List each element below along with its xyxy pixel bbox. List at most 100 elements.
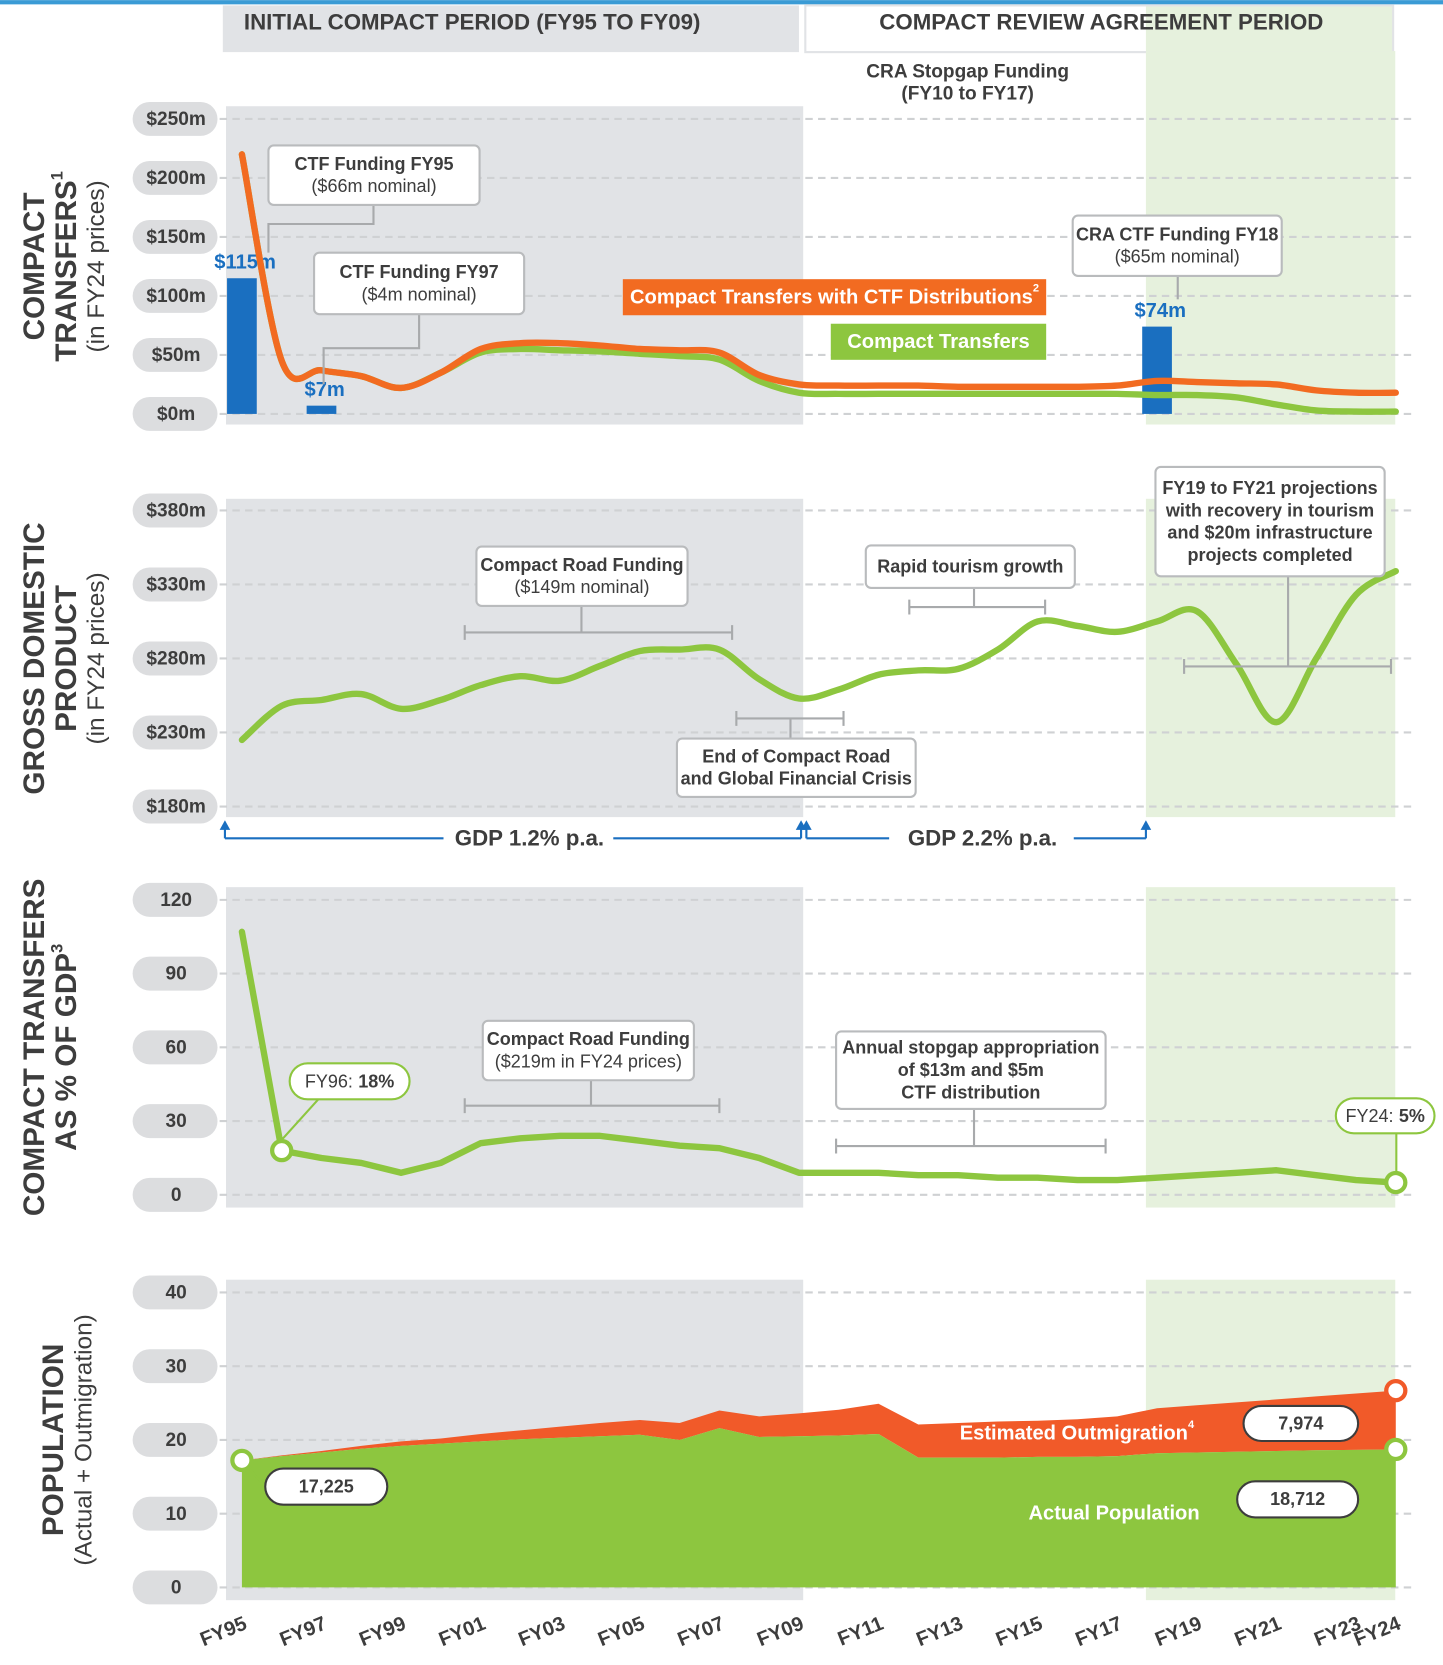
- legend-swatch: [622, 279, 1047, 316]
- x-tick-label: FY15: [993, 1613, 1046, 1651]
- callout-box: [1334, 1097, 1436, 1135]
- series-label-text: Estimated Outmigration: [960, 1423, 1188, 1445]
- y-axis-title-text: AS % OF GDP: [50, 953, 83, 1151]
- y-tick-pill: [132, 567, 218, 602]
- x-tick-label: FY09: [754, 1613, 807, 1651]
- period-band: [1145, 5, 1394, 53]
- y-tick-pill: [132, 1030, 218, 1065]
- annotation-text: and $20m infrastructure: [1167, 523, 1372, 543]
- annotation-box: [675, 737, 917, 799]
- value-label: 5%: [1399, 1106, 1425, 1126]
- period-frame: [804, 4, 1395, 54]
- callout-text: FY24: 5%: [1345, 1106, 1424, 1126]
- y-tick-label: 10: [166, 1504, 187, 1525]
- y-axis-title: TRANSFERS1: [49, 171, 83, 362]
- annotation-box: [313, 251, 526, 316]
- bracket: [908, 599, 1047, 615]
- growth-label: GDP 1.2% p.a.: [455, 825, 604, 850]
- annotation-text: End of Compact Road: [702, 746, 890, 766]
- x-tick-label: FY21: [1232, 1613, 1285, 1651]
- area: [241, 1428, 1396, 1588]
- value-label: 18%: [358, 1071, 394, 1091]
- bracket: [835, 1138, 1107, 1154]
- annotation-text: ($66m nominal): [311, 176, 436, 196]
- y-axis-subtitle: (in FY24 prices): [83, 572, 110, 744]
- period-title: COMPACT REVIEW AGREEMENT PERIOD: [879, 9, 1323, 34]
- annotation-box: [481, 1019, 695, 1082]
- y-tick-label: $250m: [146, 109, 205, 130]
- area: [241, 1390, 1396, 1461]
- y-tick-pill: [132, 1496, 218, 1531]
- y-tick-label: 0: [171, 1578, 182, 1599]
- y-tick-pill: [132, 101, 218, 136]
- y-tick-label: $330m: [146, 575, 205, 596]
- line: [238, 928, 1399, 1186]
- phase-title: (FY10 to FY17): [901, 84, 1034, 105]
- series-label: Actual Population: [1028, 1503, 1199, 1525]
- y-axis-title: GROSS DOMESTIC: [18, 522, 51, 794]
- y-axis-subtitle: (Actual + Outmigration): [70, 1314, 97, 1565]
- y-tick-pill: [132, 1570, 218, 1605]
- bar: [1142, 326, 1172, 414]
- line: [238, 567, 1399, 744]
- bar: [227, 278, 257, 414]
- y-axis-title: POPULATION: [37, 1344, 70, 1536]
- y-tick-pill: [132, 219, 218, 254]
- value-label: 18,712: [1270, 1489, 1325, 1509]
- y-tick-label: $380m: [146, 501, 205, 522]
- value-pill: [1236, 1480, 1360, 1519]
- annotation-text: ($4m nominal): [362, 284, 477, 304]
- callout-box: [288, 1062, 411, 1101]
- legend-label-text: Compact Transfers: [847, 331, 1029, 353]
- arrowhead: [219, 820, 231, 830]
- y-axis-subtitle: (in FY24 prices): [83, 180, 110, 352]
- y-tick-pill: [132, 956, 218, 991]
- annotation-box: [1071, 214, 1283, 278]
- y-tick-label: 90: [166, 964, 187, 985]
- x-tick-label: FY17: [1073, 1613, 1126, 1651]
- y-tick-pill: [132, 493, 218, 528]
- y-tick-pill: [132, 715, 218, 750]
- annotation-text: Rapid tourism growth: [877, 557, 1063, 577]
- y-tick-label: 20: [166, 1430, 187, 1451]
- point: [1384, 1378, 1408, 1403]
- y-tick-pill: [132, 1104, 218, 1139]
- y-axis-title: COMPACT TRANSFERS: [18, 879, 51, 1217]
- legend-label-text: Compact Transfers with CTF Distributions: [630, 287, 1033, 309]
- x-tick-label: FY24: [1351, 1612, 1405, 1651]
- y-tick-label: $100m: [146, 286, 205, 307]
- y-tick-label: 60: [166, 1037, 187, 1058]
- x-tick-label: FY05: [595, 1613, 648, 1651]
- x-tick-label: FY13: [913, 1613, 966, 1651]
- x-tick-label: FY01: [436, 1613, 489, 1651]
- annotation-text: ($149m nominal): [514, 577, 649, 597]
- connector: [277, 1098, 320, 1145]
- value-label: $115m: [214, 252, 276, 274]
- annotation-text: CTF Funding FY95: [294, 154, 453, 174]
- point: [1384, 1437, 1408, 1462]
- y-tick-label: 0: [171, 1185, 182, 1206]
- growth-arrow: [223, 824, 803, 840]
- y-tick-label: $50m: [152, 345, 201, 366]
- period-title: INITIAL COMPACT PERIOD (FY95 TO FY09): [244, 9, 701, 34]
- y-tick-pill: [132, 789, 218, 824]
- y-tick-pill: [132, 396, 218, 431]
- footnote: 4: [1188, 1419, 1195, 1431]
- y-tick-label: 30: [166, 1356, 187, 1377]
- x-tick-label: FY97: [277, 1613, 330, 1651]
- annotation-text: of $13m and $5m: [898, 1060, 1044, 1080]
- value-pill: [1242, 1404, 1360, 1443]
- arrowhead: [1140, 820, 1152, 830]
- arrowhead: [801, 820, 812, 830]
- phase-title: CRA Stopgap Funding: [866, 61, 1069, 82]
- x-tick-label: FY19: [1152, 1613, 1205, 1651]
- annotation-text: Annual stopgap appropriation: [842, 1038, 1099, 1058]
- x-tick-label: FY95: [197, 1613, 250, 1651]
- y-axis-title-text: COMPACT TRANSFERS: [18, 879, 51, 1217]
- y-tick-pill: [132, 1349, 218, 1384]
- line: [238, 151, 1399, 397]
- y-tick-pill: [132, 882, 218, 917]
- point: [230, 1448, 254, 1473]
